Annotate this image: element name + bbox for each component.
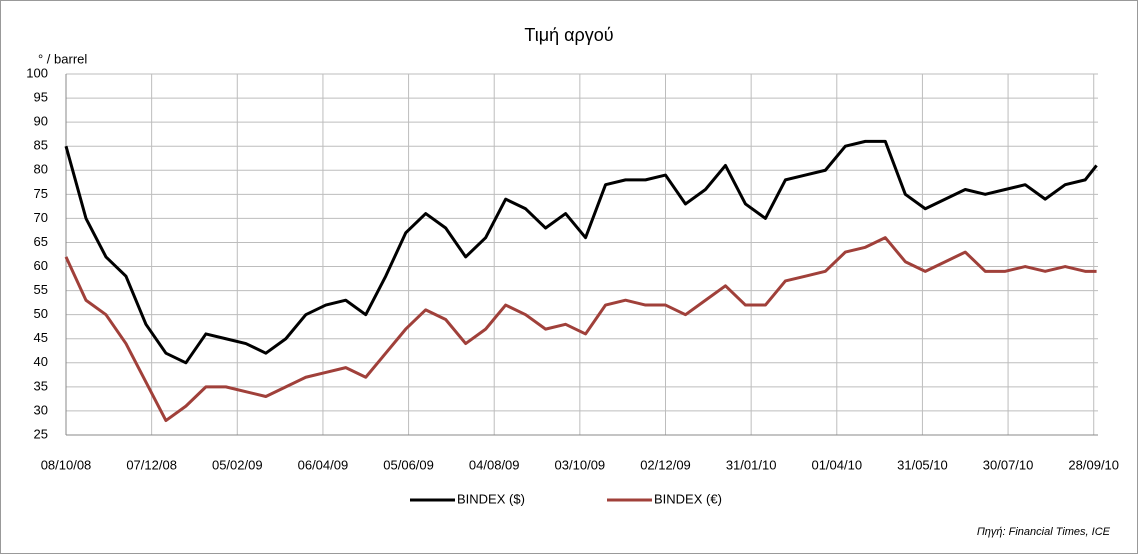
x-tick-label: 31/01/10 xyxy=(726,457,777,472)
y-tick-label: 75 xyxy=(34,186,48,201)
y-tick-label: 35 xyxy=(34,378,48,393)
y-axis-label: ° / barrel xyxy=(38,51,87,66)
x-tick-label: 05/06/09 xyxy=(383,457,434,472)
chart-title: Τιμή αργού xyxy=(524,25,613,45)
x-tick-label: 04/08/09 xyxy=(469,457,520,472)
y-tick-label: 90 xyxy=(34,114,48,129)
y-tick-label: 70 xyxy=(34,210,48,225)
y-tick-label: 50 xyxy=(34,306,48,321)
y-tick-label: 100 xyxy=(26,65,48,80)
line-series xyxy=(64,236,1097,423)
x-tick-label: 31/05/10 xyxy=(897,457,948,472)
x-tick-label: 05/02/09 xyxy=(212,457,263,472)
line-series xyxy=(64,139,1098,365)
y-tick-label: 60 xyxy=(34,258,48,273)
y-tick-label: 65 xyxy=(34,234,48,249)
y-tick-label: 25 xyxy=(34,426,48,441)
y-tick-label: 30 xyxy=(34,402,48,417)
x-tick-label: 28/09/10 xyxy=(1068,457,1119,472)
x-tick-label: 06/04/09 xyxy=(298,457,349,472)
x-tick-label: 02/12/09 xyxy=(640,457,691,472)
y-tick-label: 55 xyxy=(34,282,48,297)
y-tick-label: 45 xyxy=(34,330,48,345)
y-tick-label: 40 xyxy=(34,354,48,369)
x-tick-label: 07/12/08 xyxy=(126,457,177,472)
y-tick-label: 95 xyxy=(34,90,48,105)
legend-label: BINDEX ($) xyxy=(457,491,525,506)
x-tick-label: 03/10/09 xyxy=(555,457,606,472)
x-tick-label: 01/04/10 xyxy=(811,457,862,472)
x-tick-label: 30/07/10 xyxy=(983,457,1034,472)
y-tick-label: 80 xyxy=(34,162,48,177)
legend-label: BINDEX (€) xyxy=(654,491,722,506)
y-tick-label: 85 xyxy=(34,138,48,153)
source: Πηγή: Financial Times, ICE xyxy=(977,526,1111,538)
x-tick-label: 08/10/08 xyxy=(41,457,92,472)
